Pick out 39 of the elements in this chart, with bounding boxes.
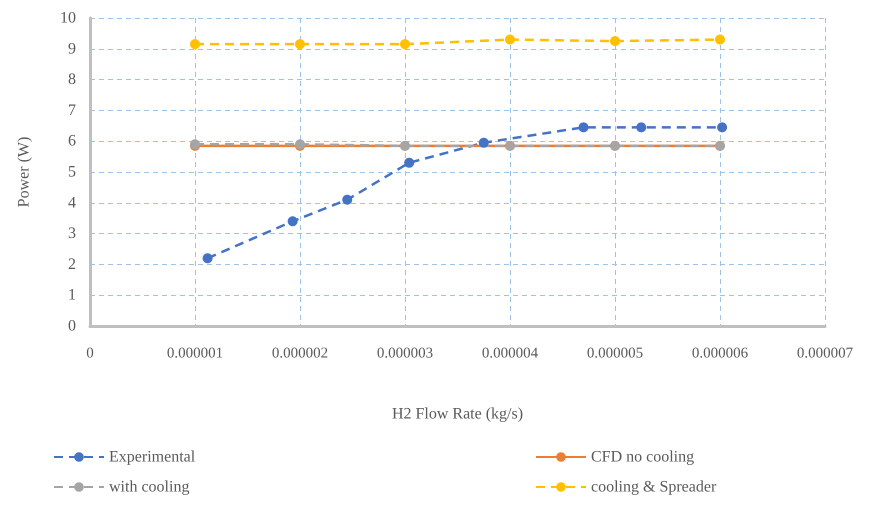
point <box>578 122 588 132</box>
y-tick-label: 8 <box>68 71 76 88</box>
point <box>717 122 728 132</box>
x-axis-title: H2 Flow Rate (kg/s) <box>392 406 524 422</box>
point <box>342 194 352 205</box>
x-tick-label: 0.000002 <box>272 346 328 362</box>
x-tick-label: 0.000001 <box>166 346 224 362</box>
point <box>636 122 646 132</box>
legend-label: with cooling <box>109 478 190 496</box>
y-tick-label: 0 <box>68 318 76 334</box>
y-tick-label: 2 <box>68 256 76 273</box>
legend-label: cooling & Spreader <box>591 478 717 496</box>
point <box>295 39 305 50</box>
point <box>715 34 725 45</box>
point <box>400 39 410 50</box>
legend-label: CFD no cooling <box>591 448 694 466</box>
x-tick-label: 0.000003 <box>376 346 434 362</box>
x-tick-label: 0.000005 <box>586 346 644 362</box>
point <box>190 39 200 50</box>
point <box>404 158 414 168</box>
y-tick-label: 9 <box>68 40 76 58</box>
legend-label: Experimental <box>109 448 196 466</box>
y-tick-label: 3 <box>68 225 76 242</box>
point <box>288 216 298 226</box>
x-tick-label: 0.000006 <box>692 346 749 362</box>
y-tick-label: 5 <box>68 164 76 180</box>
point <box>505 34 515 45</box>
y-tick-label: 1 <box>68 286 76 304</box>
y-tick-label: 10 <box>60 10 76 26</box>
x-tick-label: 0.000004 <box>482 346 539 362</box>
point <box>202 253 213 264</box>
y-tick-label: 6 <box>68 132 76 150</box>
y-axis-title: Power (W) <box>16 136 32 208</box>
x-tick-label: 0 <box>86 346 94 362</box>
y-tick-label: 7 <box>68 102 76 119</box>
point <box>478 138 489 148</box>
point <box>610 36 620 46</box>
y-tick-label: 4 <box>68 194 76 212</box>
x-tick-label: 0.000007 <box>796 346 854 362</box>
